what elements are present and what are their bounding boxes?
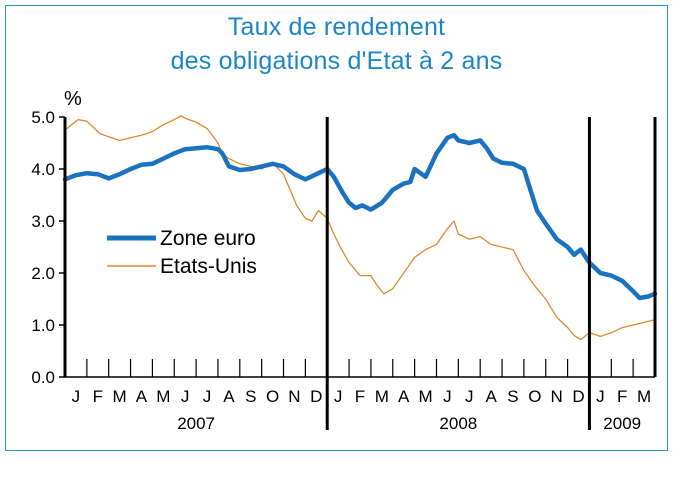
x-month-label: A — [398, 387, 410, 406]
x-month-label: F — [93, 387, 103, 406]
legend-zone-euro-label: Zone euro — [160, 227, 256, 250]
x-month-label: J — [443, 387, 452, 406]
x-month-label: M — [418, 387, 432, 406]
year-label: 2008 — [439, 414, 477, 433]
y-axis-unit-label: % — [64, 88, 82, 110]
x-month-label: F — [617, 387, 627, 406]
x-month-label: M — [156, 387, 170, 406]
x-month-label: D — [310, 387, 322, 406]
x-month-label: J — [334, 387, 343, 406]
x-month-label: A — [136, 387, 148, 406]
y-tick-label: 3.0 — [31, 212, 55, 231]
x-month-label: S — [245, 387, 256, 406]
x-month-label: A — [223, 387, 235, 406]
x-month-label: N — [551, 387, 563, 406]
year-label: 2009 — [603, 414, 641, 433]
x-month-label: J — [72, 387, 81, 406]
x-month-label: A — [485, 387, 497, 406]
x-month-label: J — [465, 387, 474, 406]
x-month-label: M — [375, 387, 389, 406]
chart-title-line1: Taux de rendement — [227, 13, 446, 41]
x-month-label: J — [203, 387, 212, 406]
x-month-label: O — [266, 387, 279, 406]
y-tick-label: 0.0 — [31, 368, 55, 387]
y-tick-label: 1.0 — [31, 316, 55, 335]
series-line-etats-unis — [64, 115, 656, 341]
x-month-label: S — [507, 387, 518, 406]
series-line-zone-euro — [62, 132, 658, 301]
x-month-label: M — [113, 387, 127, 406]
chart-title-line2: des obligations d'Etat à 2 ans — [170, 47, 503, 75]
x-month-label: M — [637, 387, 651, 406]
year-label: 2007 — [177, 414, 215, 433]
y-tick-label: 2.0 — [31, 264, 55, 283]
x-month-label: O — [528, 387, 541, 406]
series-layer — [62, 115, 658, 341]
legend-etats-unis-label: Etats-Unis — [160, 255, 257, 278]
x-month-label: J — [596, 387, 605, 406]
x-month-label: D — [572, 387, 584, 406]
x-month-label: F — [355, 387, 365, 406]
x-month-label: J — [181, 387, 190, 406]
axes-layer: 0.01.02.03.04.05.0J F M A M J J A S O N D J F M A M J J A S O… — [31, 108, 657, 433]
legend: Zone euro Etats-Unis — [107, 227, 257, 278]
y-tick-label: 5.0 — [31, 108, 55, 127]
x-month-label: N — [288, 387, 300, 406]
y-tick-label: 4.0 — [31, 160, 55, 179]
